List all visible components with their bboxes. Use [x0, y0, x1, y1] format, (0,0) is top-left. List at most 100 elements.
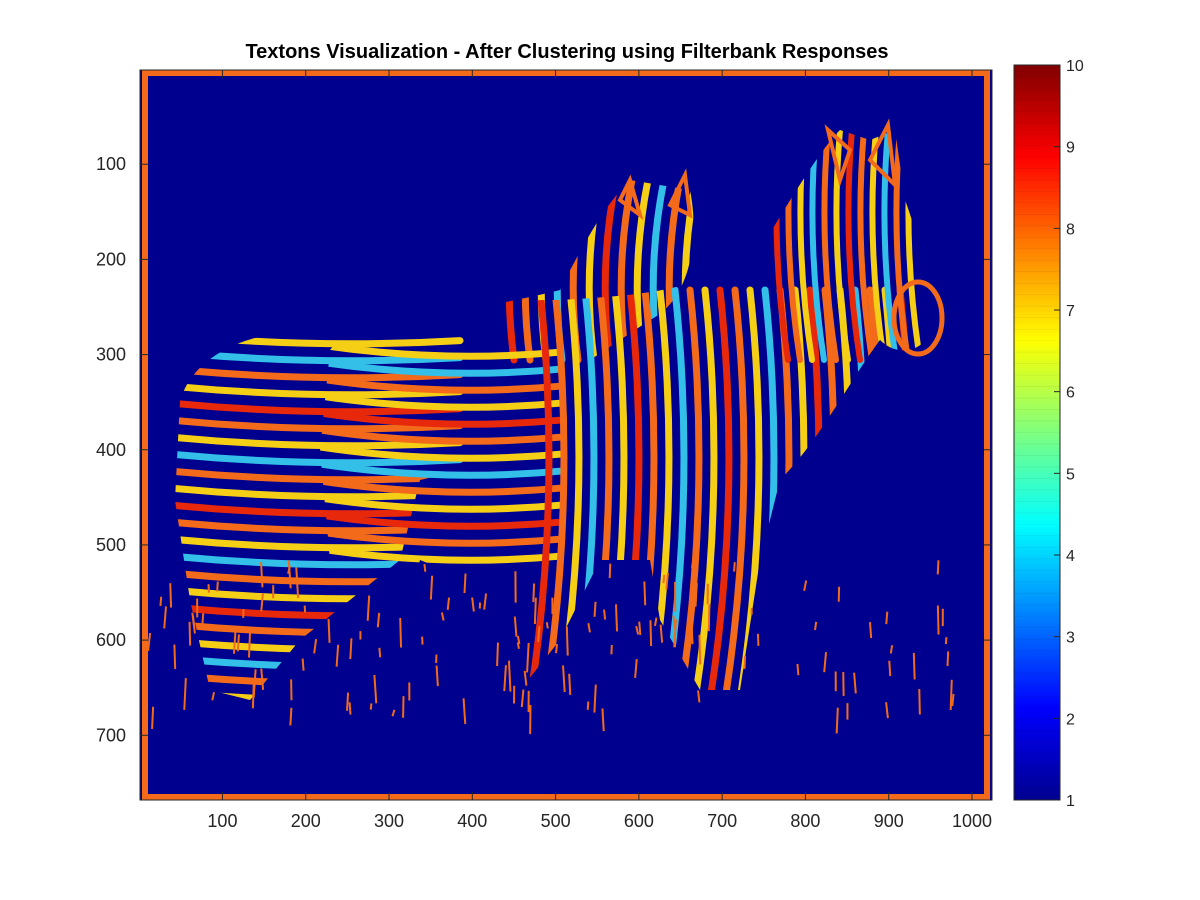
grass-speck	[545, 622, 549, 629]
grass-speck	[853, 672, 857, 694]
grass-speck	[252, 669, 257, 698]
x-tick-label: 200	[291, 811, 321, 831]
grass-speck	[888, 660, 892, 677]
grass-speck	[885, 611, 889, 625]
colorbar-bands	[1014, 76, 1060, 789]
grass-speck	[259, 561, 264, 588]
grass-speck	[173, 644, 177, 669]
grass-speck	[147, 632, 152, 652]
colorbar-tick-label: 9	[1066, 140, 1075, 157]
grass-speck	[516, 642, 520, 650]
grass-speck	[516, 635, 521, 645]
grass-speck	[693, 571, 697, 591]
grass-speck	[346, 692, 350, 711]
grass-speck	[191, 612, 196, 628]
grass-speck	[513, 616, 518, 637]
colorbar-tick-label: 10	[1066, 58, 1084, 75]
grass-speck	[654, 617, 658, 627]
colorbar-tick-label: 7	[1066, 303, 1075, 320]
grass-speck	[555, 644, 559, 654]
y-tick-label: 100	[96, 154, 126, 174]
grass-speck	[216, 581, 219, 592]
y-tick-label: 200	[96, 249, 126, 269]
grass-speck	[889, 645, 894, 654]
grass-speck	[496, 642, 499, 667]
colorbar-tick-label: 4	[1066, 548, 1075, 565]
grass-speck	[399, 617, 403, 648]
ear-outline	[824, 124, 853, 188]
grass-speck	[949, 679, 953, 711]
grass-speck	[327, 618, 331, 643]
y-tick-label: 600	[96, 630, 126, 650]
grass-speck	[391, 709, 396, 717]
grass-speck	[369, 703, 373, 710]
grass-speck	[638, 621, 642, 636]
grass-speck	[562, 665, 566, 692]
grass-speck	[211, 691, 216, 701]
grass-speck	[868, 622, 873, 639]
x-tick-label: 100	[207, 811, 237, 831]
grass-speck	[608, 563, 612, 579]
grass-speck	[429, 575, 434, 600]
grass-speck	[348, 702, 352, 715]
colorbar-tick-label: 8	[1066, 221, 1075, 238]
grass-speck	[649, 620, 653, 647]
grass-speck	[163, 606, 167, 629]
grass-speck	[951, 693, 955, 707]
grass-speck	[236, 634, 240, 652]
grass-speck	[615, 604, 619, 632]
grass-speck	[533, 597, 537, 625]
grass-speck	[665, 572, 669, 590]
grass-speck	[796, 663, 800, 676]
grass-speck	[301, 658, 305, 671]
grass-speck	[733, 562, 736, 572]
grass-speck	[526, 642, 530, 673]
grass-speck	[440, 612, 445, 621]
grass-speck	[568, 673, 572, 695]
grass-speck	[260, 593, 264, 612]
grass-speck	[586, 701, 590, 710]
grass-speck	[483, 593, 488, 610]
colorbar-tick-label: 3	[1066, 630, 1075, 647]
grass-speck	[743, 655, 747, 669]
grass-speck	[936, 560, 940, 575]
grass-speck	[532, 583, 536, 603]
grass-speck	[349, 638, 353, 660]
grass-speck	[823, 652, 828, 673]
grass-speck	[662, 574, 666, 584]
x-tick-label: 600	[624, 811, 654, 831]
colorbar-ticks: 1 2 3 4 5 6 7 8 9 10	[1054, 58, 1084, 810]
grass-speck	[634, 659, 638, 679]
grass-speck	[593, 601, 597, 617]
grass-speck	[373, 674, 378, 704]
grass-speck	[462, 698, 467, 725]
colorbar-gradient	[1014, 65, 1060, 800]
grass-speck	[659, 624, 664, 643]
grass-speck	[423, 563, 427, 572]
ear-outline	[667, 168, 693, 219]
y-tick-label: 300	[96, 345, 126, 365]
x-tick-label: 1000	[952, 811, 992, 831]
plot-frame	[139, 69, 993, 801]
grass-speck	[565, 626, 569, 656]
grass-speck	[159, 596, 163, 607]
x-tick-label: 500	[541, 811, 571, 831]
grass-speck	[912, 652, 916, 680]
grass-speck	[446, 597, 451, 611]
grass-speck	[376, 612, 381, 628]
grass-speck	[378, 647, 382, 658]
grass-speck	[587, 623, 591, 633]
heatmap-border	[142, 70, 990, 800]
ear-outline	[867, 118, 898, 191]
grass-speck	[601, 708, 605, 732]
grass-speck	[918, 689, 921, 715]
grass-speck	[697, 690, 701, 703]
grass-speck	[287, 560, 292, 589]
grass-speck	[603, 609, 607, 620]
colorbar-tick-label: 5	[1066, 466, 1075, 483]
grass-speck	[463, 573, 467, 594]
grass-speck	[814, 621, 818, 631]
grass-speck	[643, 581, 647, 606]
y-tick-label: 700	[96, 725, 126, 745]
